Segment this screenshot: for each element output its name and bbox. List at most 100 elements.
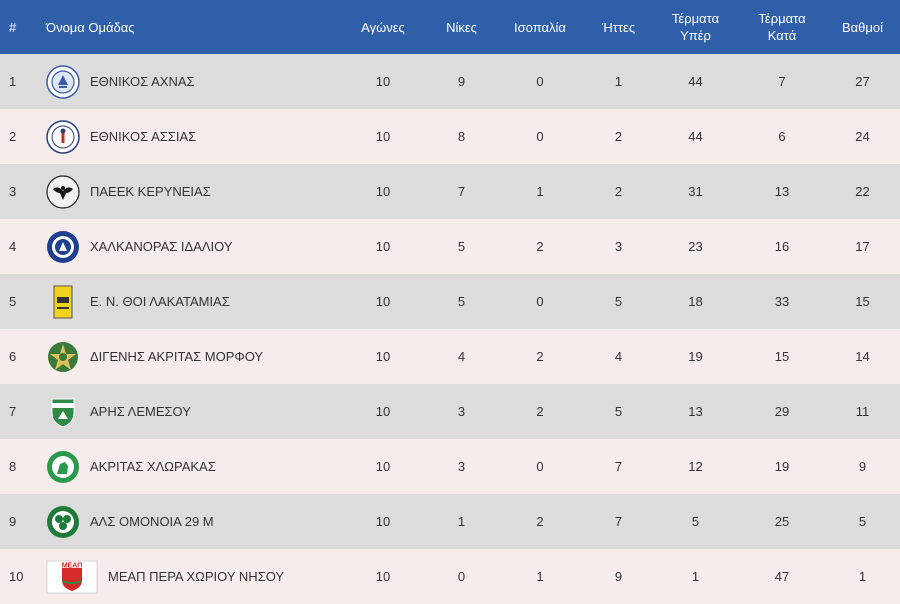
losses-cell: 4: [614, 349, 623, 364]
played-cell: 10: [375, 514, 391, 529]
goals-for-cell: 18: [688, 294, 703, 309]
team-name[interactable]: Ε. Ν. ΘΟΙ ΛΑΚΑΤΑΜΙΑΣ: [90, 294, 230, 309]
team-cell: ΕΘΝΙΚΟΣ ΑΣΣΙΑΣ: [46, 109, 338, 164]
draws-cell: 2: [536, 514, 544, 529]
wins-cell: 3: [457, 459, 466, 474]
table-row[interactable]: 8 ΑΚΡΙΤΑΣ ΧΛΩΡΑΚΑΣ 10 3 0 7 12 19 9: [0, 439, 900, 494]
chalkanoras-idaliou-crest-icon: [46, 230, 80, 264]
points-cell: 22: [855, 184, 870, 199]
draws-cell: 2: [536, 239, 544, 254]
team-name[interactable]: ΕΘΝΙΚΟΣ ΑΧΝΑΣ: [90, 74, 195, 89]
goals-against-cell: 29: [774, 404, 790, 419]
goals-for-cell: 19: [688, 349, 703, 364]
team-name[interactable]: ΑΡΗΣ ΛΕΜΕΣΟΥ: [90, 404, 191, 419]
points-cell: 5: [858, 514, 867, 529]
digenis-morfou-crest-icon: [46, 340, 80, 374]
table-row[interactable]: 10 ΜΕΑΠ ΜΕΑΠ ΠΕΡΑ ΧΩΡΙΟΥ ΝΗΣΟΥ 10 0 1 9 …: [0, 549, 900, 604]
points-cell: 9: [858, 459, 867, 474]
paeek-keryneias-crest-icon: [46, 174, 80, 209]
header-points: Βαθμοί: [841, 19, 884, 35]
goals-for-cell: 5: [691, 514, 700, 529]
wins-cell: 8: [457, 129, 466, 144]
goals-against-cell: 7: [778, 74, 786, 89]
points-cell: 27: [855, 74, 870, 89]
team-name[interactable]: ΠΑΕΕΚ ΚΕΡΥΝΕΙΑΣ: [90, 184, 211, 199]
table-row[interactable]: 3 ΠΑΕΕΚ ΚΕΡΥΝΕΙΑΣ 10 7 1 2 31 13 22: [0, 164, 900, 219]
points-cell: 17: [855, 239, 870, 254]
header-position: #: [9, 19, 17, 35]
team-name[interactable]: ΧΑΛΚΑΝΟΡΑΣ ΙΔΑΛΙΟΥ: [90, 239, 233, 254]
losses-cell: 3: [614, 239, 623, 254]
header-row: # Όνομα Ομάδας Αγώνες Νίκες Ισοπαλία Ήττ…: [0, 0, 900, 54]
omonoia-29m-crest-icon: [46, 505, 80, 539]
team-name[interactable]: ΑΚΡΙΤΑΣ ΧΛΩΡΑΚΑΣ: [90, 459, 216, 474]
meap-pera-choriou-crest-icon: ΜΕΑΠ: [46, 560, 98, 594]
header-goals-against-line1: Τέρματα: [758, 11, 806, 26]
table-row[interactable]: 9 ΑΛΣ ΟΜΟΝΟΙΑ 29 Μ 10 1 2 7 5 25 5: [0, 494, 900, 549]
table-row[interactable]: 1 ΕΘΝΙΚΟΣ ΑΧΝΑΣ 10 9 0 1 44 7 27: [0, 54, 900, 109]
goals-for-cell: 23: [688, 239, 703, 254]
losses-cell: 7: [614, 514, 623, 529]
header-team-name: Όνομα Ομάδας: [46, 19, 135, 35]
position-cell: 1: [9, 74, 17, 89]
table-row[interactable]: 4 ΧΑΛΚΑΝΟΡΑΣ ΙΔΑΛΙΟΥ 10 5 2 3 23 16 17: [0, 219, 900, 274]
table-row[interactable]: 5 Ε. Ν. ΘΟΙ ΛΑΚΑΤΑΜΙΑΣ 10 5 0 5 18 33 15: [0, 274, 900, 329]
played-cell: 10: [375, 404, 391, 419]
team-cell: ΔΙΓΕΝΗΣ ΑΚΡΙΤΑΣ ΜΟΡΦΟΥ: [46, 329, 338, 384]
losses-cell: 5: [614, 294, 623, 309]
team-cell: ΑΡΗΣ ΛΕΜΕΣΟΥ: [46, 384, 338, 439]
ethnikos-achnas-crest-icon: [46, 64, 80, 99]
table-row[interactable]: 6 ΔΙΓΕΝΗΣ ΑΚΡΙΤΑΣ ΜΟΡΦΟΥ 10 4 2 4 19 15 …: [0, 329, 900, 384]
table-row[interactable]: 2 ΕΘΝΙΚΟΣ ΑΣΣΙΑΣ 10 8 0 2 44 6 24: [0, 109, 900, 164]
played-cell: 10: [375, 569, 391, 584]
table-row[interactable]: 7 ΑΡΗΣ ΛΕΜΕΣΟΥ 10 3 2 5 13 29 11: [0, 384, 900, 439]
goals-against-cell: 47: [774, 569, 790, 584]
table-body: 1 ΕΘΝΙΚΟΣ ΑΧΝΑΣ 10 9 0 1 44 7 27 2: [0, 54, 900, 604]
team-name[interactable]: ΑΛΣ ΟΜΟΝΟΙΑ 29 Μ: [90, 514, 214, 529]
wins-cell: 3: [457, 404, 466, 419]
table-header: # Όνομα Ομάδας Αγώνες Νίκες Ισοπαλία Ήττ…: [0, 0, 900, 54]
goals-against-cell: 16: [774, 239, 790, 254]
team-cell: ΕΘΝΙΚΟΣ ΑΧΝΑΣ: [46, 54, 338, 109]
losses-cell: 1: [614, 74, 623, 89]
draws-cell: 1: [536, 569, 544, 584]
header-losses: Ήττες: [601, 19, 636, 35]
goals-for-cell: 44: [688, 74, 703, 89]
played-cell: 10: [375, 129, 391, 144]
goals-for-cell: 12: [688, 459, 703, 474]
team-name[interactable]: ΔΙΓΕΝΗΣ ΑΚΡΙΤΑΣ ΜΟΡΦΟΥ: [90, 349, 264, 364]
goals-against-cell: 6: [778, 129, 786, 144]
position-cell: 8: [9, 459, 17, 474]
header-goals-for-line1: Τέρματα: [671, 11, 720, 26]
team-cell: ΠΑΕΕΚ ΚΕΡΥΝΕΙΑΣ: [46, 164, 338, 219]
wins-cell: 9: [457, 74, 466, 89]
played-cell: 10: [375, 74, 391, 89]
wins-cell: 7: [457, 184, 466, 199]
position-cell: 7: [9, 404, 17, 419]
header-goals-against: Τέρματα Κατά: [739, 0, 825, 54]
team-cell: ΑΚΡΙΤΑΣ ΧΛΩΡΑΚΑΣ: [46, 439, 338, 494]
header-goals-against-line2: Κατά: [767, 28, 797, 43]
goals-for-cell: 31: [688, 184, 703, 199]
goals-against-cell: 25: [774, 514, 790, 529]
losses-cell: 2: [614, 184, 623, 199]
team-name[interactable]: ΕΘΝΙΚΟΣ ΑΣΣΙΑΣ: [90, 129, 197, 144]
team-name[interactable]: ΜΕΑΠ ΠΕΡΑ ΧΩΡΙΟΥ ΝΗΣΟΥ: [108, 569, 285, 584]
aris-lemesou-crest-icon: [46, 395, 80, 429]
points-cell: 11: [855, 404, 870, 419]
header-goals-for: Τέρματα Υπέρ: [652, 0, 739, 54]
team-cell: ΜΕΑΠ ΜΕΑΠ ΠΕΡΑ ΧΩΡΙΟΥ ΝΗΣΟΥ: [46, 549, 338, 604]
losses-cell: 9: [614, 569, 623, 584]
goals-against-cell: 19: [774, 459, 790, 474]
position-cell: 2: [9, 129, 17, 144]
draws-cell: 0: [536, 129, 544, 144]
points-cell: 24: [855, 129, 870, 144]
position-cell: 3: [9, 184, 17, 199]
losses-cell: 2: [614, 129, 623, 144]
points-cell: 15: [855, 294, 870, 309]
played-cell: 10: [375, 184, 391, 199]
position-cell: 9: [9, 514, 17, 529]
draws-cell: 1: [536, 184, 544, 199]
played-cell: 10: [375, 294, 391, 309]
goals-against-cell: 15: [774, 349, 790, 364]
